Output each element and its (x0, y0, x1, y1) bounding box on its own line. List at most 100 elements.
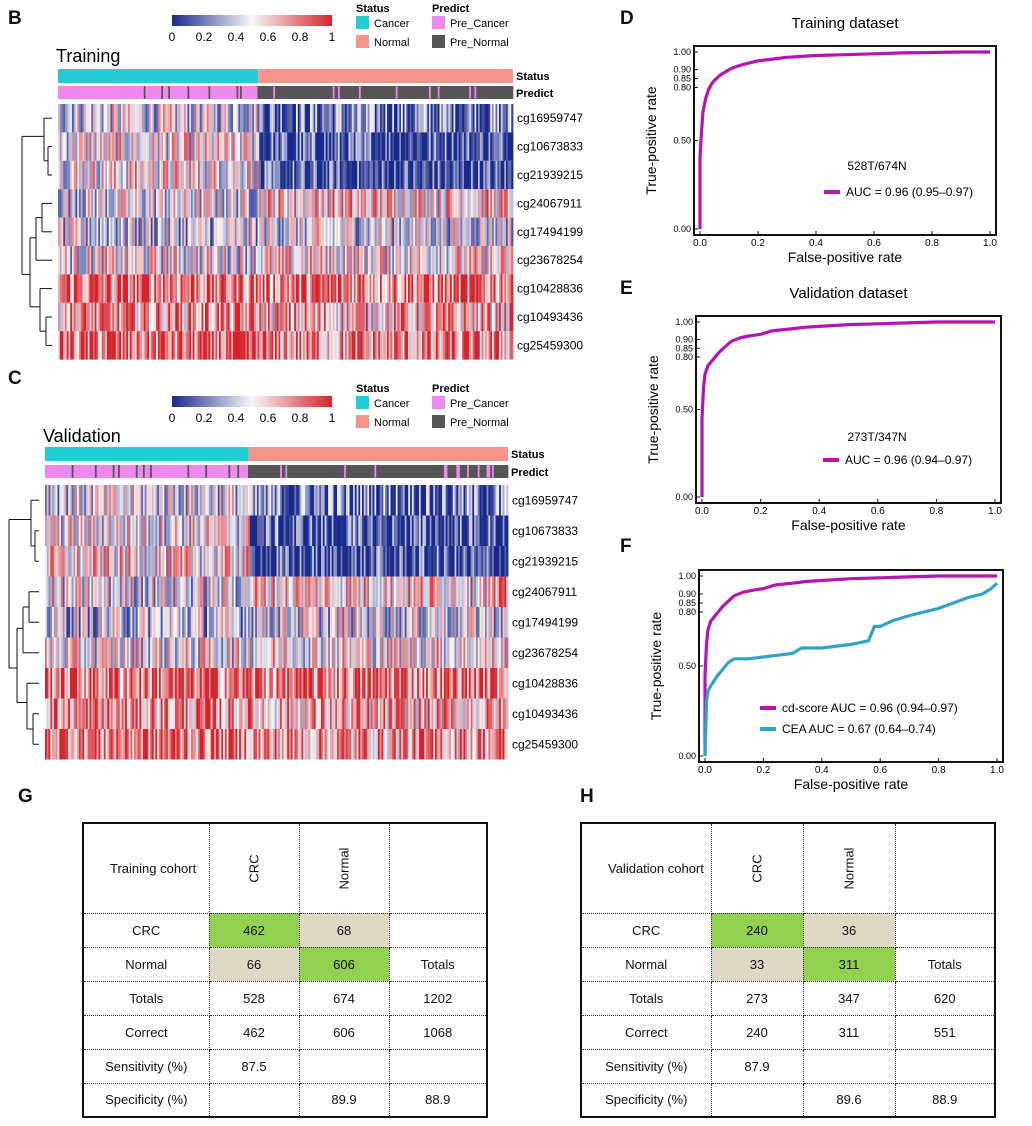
heatmap-cell (226, 637, 229, 668)
heatmap-cell (406, 132, 409, 161)
heatmap-cell (253, 668, 256, 699)
heatmap-cell (394, 607, 397, 638)
heatmap-cell (135, 546, 138, 577)
heatmap-cell (292, 189, 295, 218)
heatmap-cell (150, 160, 153, 190)
heatmap-cell (66, 607, 69, 638)
heatmap-cell (402, 698, 406, 729)
heatmap-cell (456, 637, 459, 668)
predict-cell (183, 465, 187, 478)
heatmap-cell (55, 485, 58, 516)
heatmap-cell (506, 607, 509, 638)
heatmap-cell (96, 698, 99, 729)
heatmap-cell (322, 576, 325, 607)
heatmap-cell (118, 698, 121, 729)
heatmap-cell (420, 607, 423, 638)
heatmap-cell (328, 607, 331, 638)
heatmap-cell (53, 515, 57, 546)
heatmap-cell (86, 160, 89, 190)
heatmap-cell (369, 302, 372, 332)
predict-cell (220, 86, 223, 99)
heatmap-cell (321, 485, 324, 516)
heatmap-cell (235, 546, 238, 577)
heatmap-cell (110, 668, 114, 699)
heatmap-cell (194, 246, 197, 275)
heatmap-cell (182, 331, 185, 360)
heatmap-cell (139, 637, 142, 668)
heatmap-cell (378, 698, 381, 729)
heatmap-cell (287, 246, 290, 275)
heatmap-cell (259, 274, 262, 303)
heatmap-cell (427, 246, 430, 275)
heatmap-cell (315, 246, 318, 275)
heatmap-cell (98, 668, 101, 699)
heatmap-cell (63, 302, 66, 332)
heatmap-cell (46, 576, 49, 607)
heatmap-cell (424, 546, 427, 577)
heatmap-cell (226, 132, 229, 161)
heatmap-cell (173, 515, 176, 546)
heatmap-cell (442, 576, 445, 607)
predict-cell (294, 465, 297, 478)
heatmap-cell (278, 302, 281, 332)
heatmap-cell (175, 217, 178, 246)
heatmap-cell (342, 515, 345, 546)
heatmap-cell (213, 132, 216, 161)
heatmap-cell (476, 274, 479, 303)
heatmap-cell (45, 576, 48, 607)
heatmap-cell (242, 546, 245, 577)
heatmap-cell (491, 607, 495, 638)
heatmap-cell (470, 485, 473, 516)
heatmap-cell (245, 189, 248, 218)
heatmap-cell (261, 331, 264, 360)
heatmap-cell (299, 668, 302, 699)
heatmap-cell (353, 576, 356, 607)
heatmap-cell (248, 104, 251, 133)
predict-cell (497, 465, 500, 478)
heatmap-cell (89, 637, 92, 668)
heatmap-cell (290, 698, 293, 729)
heatmap-cell (451, 576, 454, 607)
heatmap-cell (272, 698, 276, 729)
heatmap-cell (463, 485, 466, 516)
predict-cell (469, 86, 472, 99)
heatmap-cell (470, 607, 473, 638)
predict-cell (361, 465, 365, 478)
heatmap-cell (311, 246, 314, 275)
heatmap-cell (276, 160, 279, 190)
heatmap-cell (379, 607, 382, 638)
heatmap-cell (282, 274, 285, 303)
heatmap-cell (420, 331, 423, 360)
heatmap-cell (245, 132, 248, 161)
heatmap-cell (415, 189, 418, 218)
heatmap-cell (189, 546, 192, 577)
predict-cell (355, 86, 358, 99)
heatmap-cell (488, 274, 491, 303)
heatmap-cell (324, 637, 327, 668)
heatmap-cell (61, 698, 64, 729)
heatmap-cell (434, 698, 438, 729)
predict-cell (331, 465, 334, 478)
heatmap-cell (96, 302, 99, 332)
heatmap-cell (248, 698, 251, 729)
heatmap-cell (444, 274, 447, 303)
heatmap-cell (430, 217, 433, 246)
predict-cell (411, 465, 415, 478)
heatmap-cell (506, 104, 509, 133)
heatmap-cell (347, 607, 350, 638)
heatmap-cell (410, 546, 413, 577)
heatmap-cell (303, 668, 306, 699)
predict-cell (422, 86, 425, 99)
heatmap-cell (483, 637, 486, 668)
heatmap-cell (364, 132, 367, 161)
heatmap-cell (360, 217, 363, 246)
heatmap-cell (329, 246, 332, 275)
heatmap-cell (303, 698, 306, 729)
heatmap-cell (374, 189, 377, 218)
heatmap-cell (159, 274, 162, 303)
heatmap-cell (57, 546, 60, 577)
predict-cell (199, 465, 203, 478)
heatmap-cell (180, 104, 183, 133)
heatmap-cell (255, 132, 258, 161)
heatmap-cell (449, 607, 452, 638)
